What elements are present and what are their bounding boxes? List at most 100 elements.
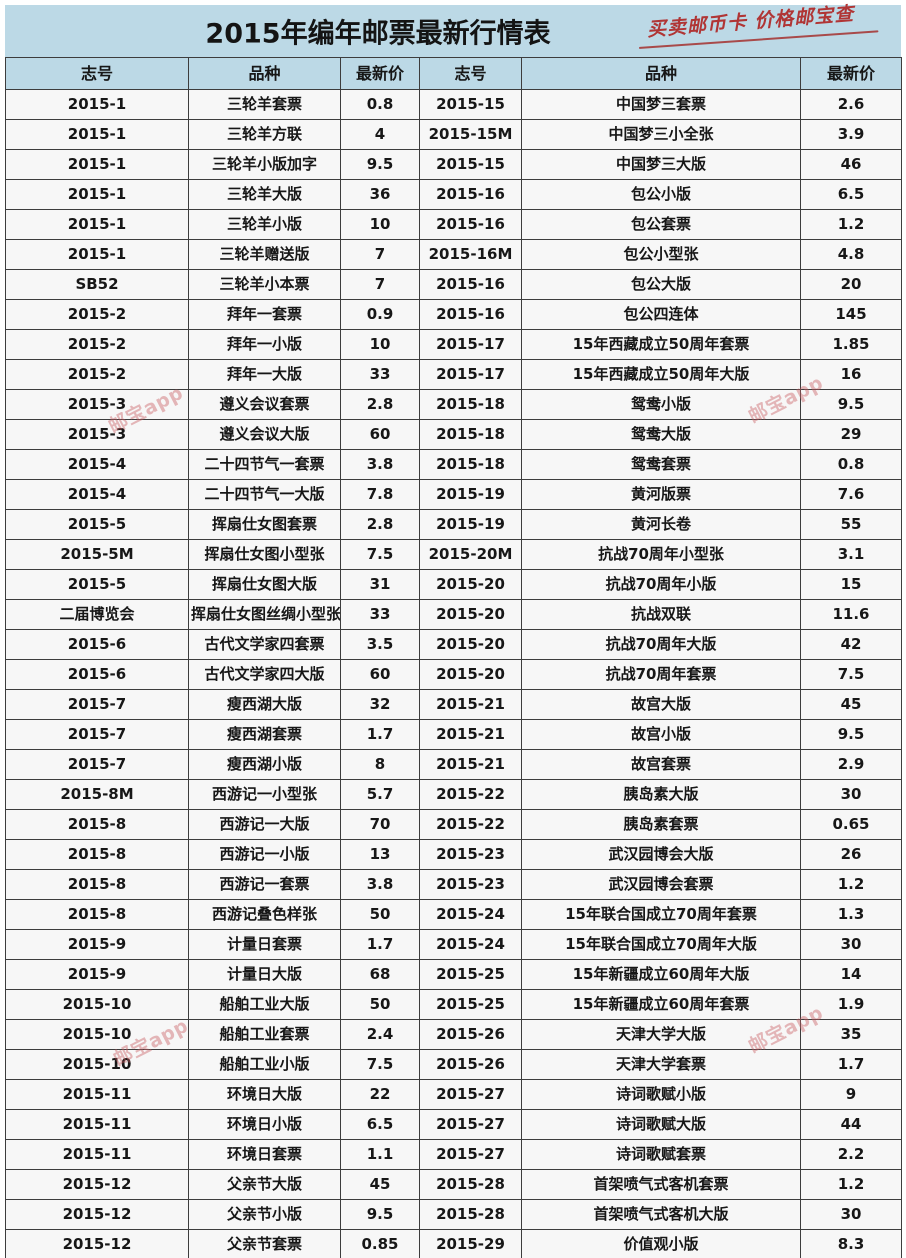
cell-variety-right: 胰岛素大版 (521, 779, 801, 810)
cell-variety-right: 15年新疆成立60周年大版 (521, 959, 801, 990)
cell-variety-left: 拜年一小版 (188, 329, 341, 360)
column-header-code-left: 志号 (5, 57, 189, 90)
cell-code-left: 2015-6 (5, 629, 189, 660)
cell-variety-left: 瘦西湖套票 (188, 719, 341, 750)
cell-price-left: 5.7 (340, 779, 420, 810)
cell-variety-right: 包公四连体 (521, 299, 801, 330)
cell-price-right: 7.6 (800, 479, 902, 510)
cell-variety-left: 遵义会议套票 (188, 389, 341, 420)
cell-code-left: 2015-1 (5, 239, 189, 270)
cell-price-right: 2.6 (800, 89, 902, 120)
cell-price-left: 31 (340, 569, 420, 600)
table-body: 2015-1 三轮羊套票 0.8 2015-15 中国梦三套票 2.6 2015-1 三轮羊方… (5, 89, 902, 1258)
cell-code-left: 2015-4 (5, 479, 189, 510)
cell-variety-right: 价值观小版 (521, 1229, 801, 1258)
cell-price-left: 9.5 (340, 1199, 420, 1230)
cell-price-right: 15 (800, 569, 902, 600)
cell-code-right: 2015-20M (419, 539, 522, 570)
cell-price-left: 0.8 (340, 89, 420, 120)
table-row: 2015-10 船舶工业小版 7.5 2015-26 天津大学套票 1.7 (5, 1049, 902, 1080)
cell-code-right: 2015-21 (419, 719, 522, 750)
cell-code-right: 2015-24 (419, 899, 522, 930)
cell-variety-left: 三轮羊方联 (188, 119, 341, 150)
cell-code-left: 2015-10 (5, 1019, 189, 1050)
cell-price-left: 7 (340, 239, 420, 270)
cell-price-left: 70 (340, 809, 420, 840)
cell-variety-right: 故宫套票 (521, 749, 801, 780)
cell-code-left: 2015-7 (5, 749, 189, 780)
cell-variety-left: 古代文学家四套票 (188, 629, 341, 660)
cell-variety-left: 挥扇仕女图丝绸小型张 (188, 599, 341, 630)
table-row: 2015-3 遵义会议套票 2.8 2015-18 鸳鸯小版 9.5 (5, 389, 902, 420)
cell-variety-right: 武汉园博会套票 (521, 869, 801, 900)
cell-variety-right: 15年西藏成立50周年套票 (521, 329, 801, 360)
table-row: 2015-8 西游记一小版 13 2015-23 武汉园博会大版 26 (5, 839, 902, 870)
cell-code-left: 2015-9 (5, 929, 189, 960)
cell-price-left: 4 (340, 119, 420, 150)
cell-price-right: 29 (800, 419, 902, 450)
cell-variety-left: 西游记叠色样张 (188, 899, 341, 930)
column-header-variety-right: 品种 (521, 57, 801, 90)
cell-code-left: 2015-1 (5, 89, 189, 120)
cell-price-left: 0.85 (340, 1229, 420, 1258)
cell-variety-right: 包公套票 (521, 209, 801, 240)
cell-code-right: 2015-23 (419, 869, 522, 900)
cell-variety-right: 故宫大版 (521, 689, 801, 720)
cell-price-left: 68 (340, 959, 420, 990)
table-row: 2015-8 西游记一大版 70 2015-22 胰岛素套票 0.65 (5, 809, 902, 840)
table-row: 2015-1 三轮羊小版加字 9.5 2015-15 中国梦三大版 46 (5, 149, 902, 180)
cell-variety-right: 胰岛素套票 (521, 809, 801, 840)
cell-price-left: 0.9 (340, 299, 420, 330)
cell-variety-right: 抗战70周年套票 (521, 659, 801, 690)
cell-price-right: 8.3 (800, 1229, 902, 1258)
cell-code-left: 2015-7 (5, 689, 189, 720)
cell-variety-right: 诗词歌赋小版 (521, 1079, 801, 1110)
table-row: 2015-2 拜年一小版 10 2015-17 15年西藏成立50周年套票 1.85 (5, 329, 902, 360)
cell-price-right: 1.3 (800, 899, 902, 930)
table-row: 2015-5 挥扇仕女图套票 2.8 2015-19 黄河长卷 55 (5, 509, 902, 540)
cell-price-left: 2.8 (340, 509, 420, 540)
cell-code-left: SB52 (5, 269, 189, 300)
cell-variety-left: 船舶工业小版 (188, 1049, 341, 1080)
cell-code-left: 2015-8 (5, 899, 189, 930)
table-row: 2015-2 拜年一套票 0.9 2015-16 包公四连体 145 (5, 299, 902, 330)
cell-code-right: 2015-20 (419, 569, 522, 600)
cell-price-right: 6.5 (800, 179, 902, 210)
cell-code-right: 2015-16 (419, 209, 522, 240)
cell-variety-right: 包公大版 (521, 269, 801, 300)
table-row: 2015-12 父亲节大版 45 2015-28 首架喷气式客机套票 1.2 (5, 1169, 902, 1200)
cell-variety-right: 黄河长卷 (521, 509, 801, 540)
cell-variety-left: 西游记一小版 (188, 839, 341, 870)
cell-variety-right: 天津大学套票 (521, 1049, 801, 1080)
cell-variety-right: 15年联合国成立70周年套票 (521, 899, 801, 930)
cell-price-left: 1.1 (340, 1139, 420, 1170)
cell-code-left: 2015-8 (5, 869, 189, 900)
cell-price-left: 1.7 (340, 719, 420, 750)
cell-variety-left: 古代文学家四大版 (188, 659, 341, 690)
cell-price-right: 26 (800, 839, 902, 870)
cell-price-left: 7.5 (340, 1049, 420, 1080)
table-row: 2015-3 遵义会议大版 60 2015-18 鸳鸯大版 29 (5, 419, 902, 450)
cell-variety-left: 三轮羊赠送版 (188, 239, 341, 270)
table-row: SB52 三轮羊小本票 7 2015-16 包公大版 20 (5, 269, 902, 300)
table-row: 2015-8 西游记一套票 3.8 2015-23 武汉园博会套票 1.2 (5, 869, 902, 900)
cell-price-right: 44 (800, 1109, 902, 1140)
cell-price-left: 3.5 (340, 629, 420, 660)
table-row: 2015-4 二十四节气一大版 7.8 2015-19 黄河版票 7.6 (5, 479, 902, 510)
column-header-price-left: 最新价 (340, 57, 420, 90)
cell-variety-left: 三轮羊小版 (188, 209, 341, 240)
header-banner: 2015年编年邮票最新行情表 买卖邮币卡 价格邮宝查 (5, 3, 901, 57)
cell-price-right: 1.2 (800, 209, 902, 240)
cell-variety-left: 环境日套票 (188, 1139, 341, 1170)
cell-price-right: 1.2 (800, 869, 902, 900)
cell-code-left: 2015-2 (5, 329, 189, 360)
cell-code-right: 2015-22 (419, 809, 522, 840)
cell-variety-left: 二十四节气一套票 (188, 449, 341, 480)
cell-code-left: 2015-12 (5, 1169, 189, 1200)
cell-code-right: 2015-29 (419, 1229, 522, 1258)
cell-code-right: 2015-15 (419, 89, 522, 120)
cell-price-right: 14 (800, 959, 902, 990)
table-row: 2015-8M 西游记一小型张 5.7 2015-22 胰岛素大版 30 (5, 779, 902, 810)
cell-code-right: 2015-26 (419, 1049, 522, 1080)
